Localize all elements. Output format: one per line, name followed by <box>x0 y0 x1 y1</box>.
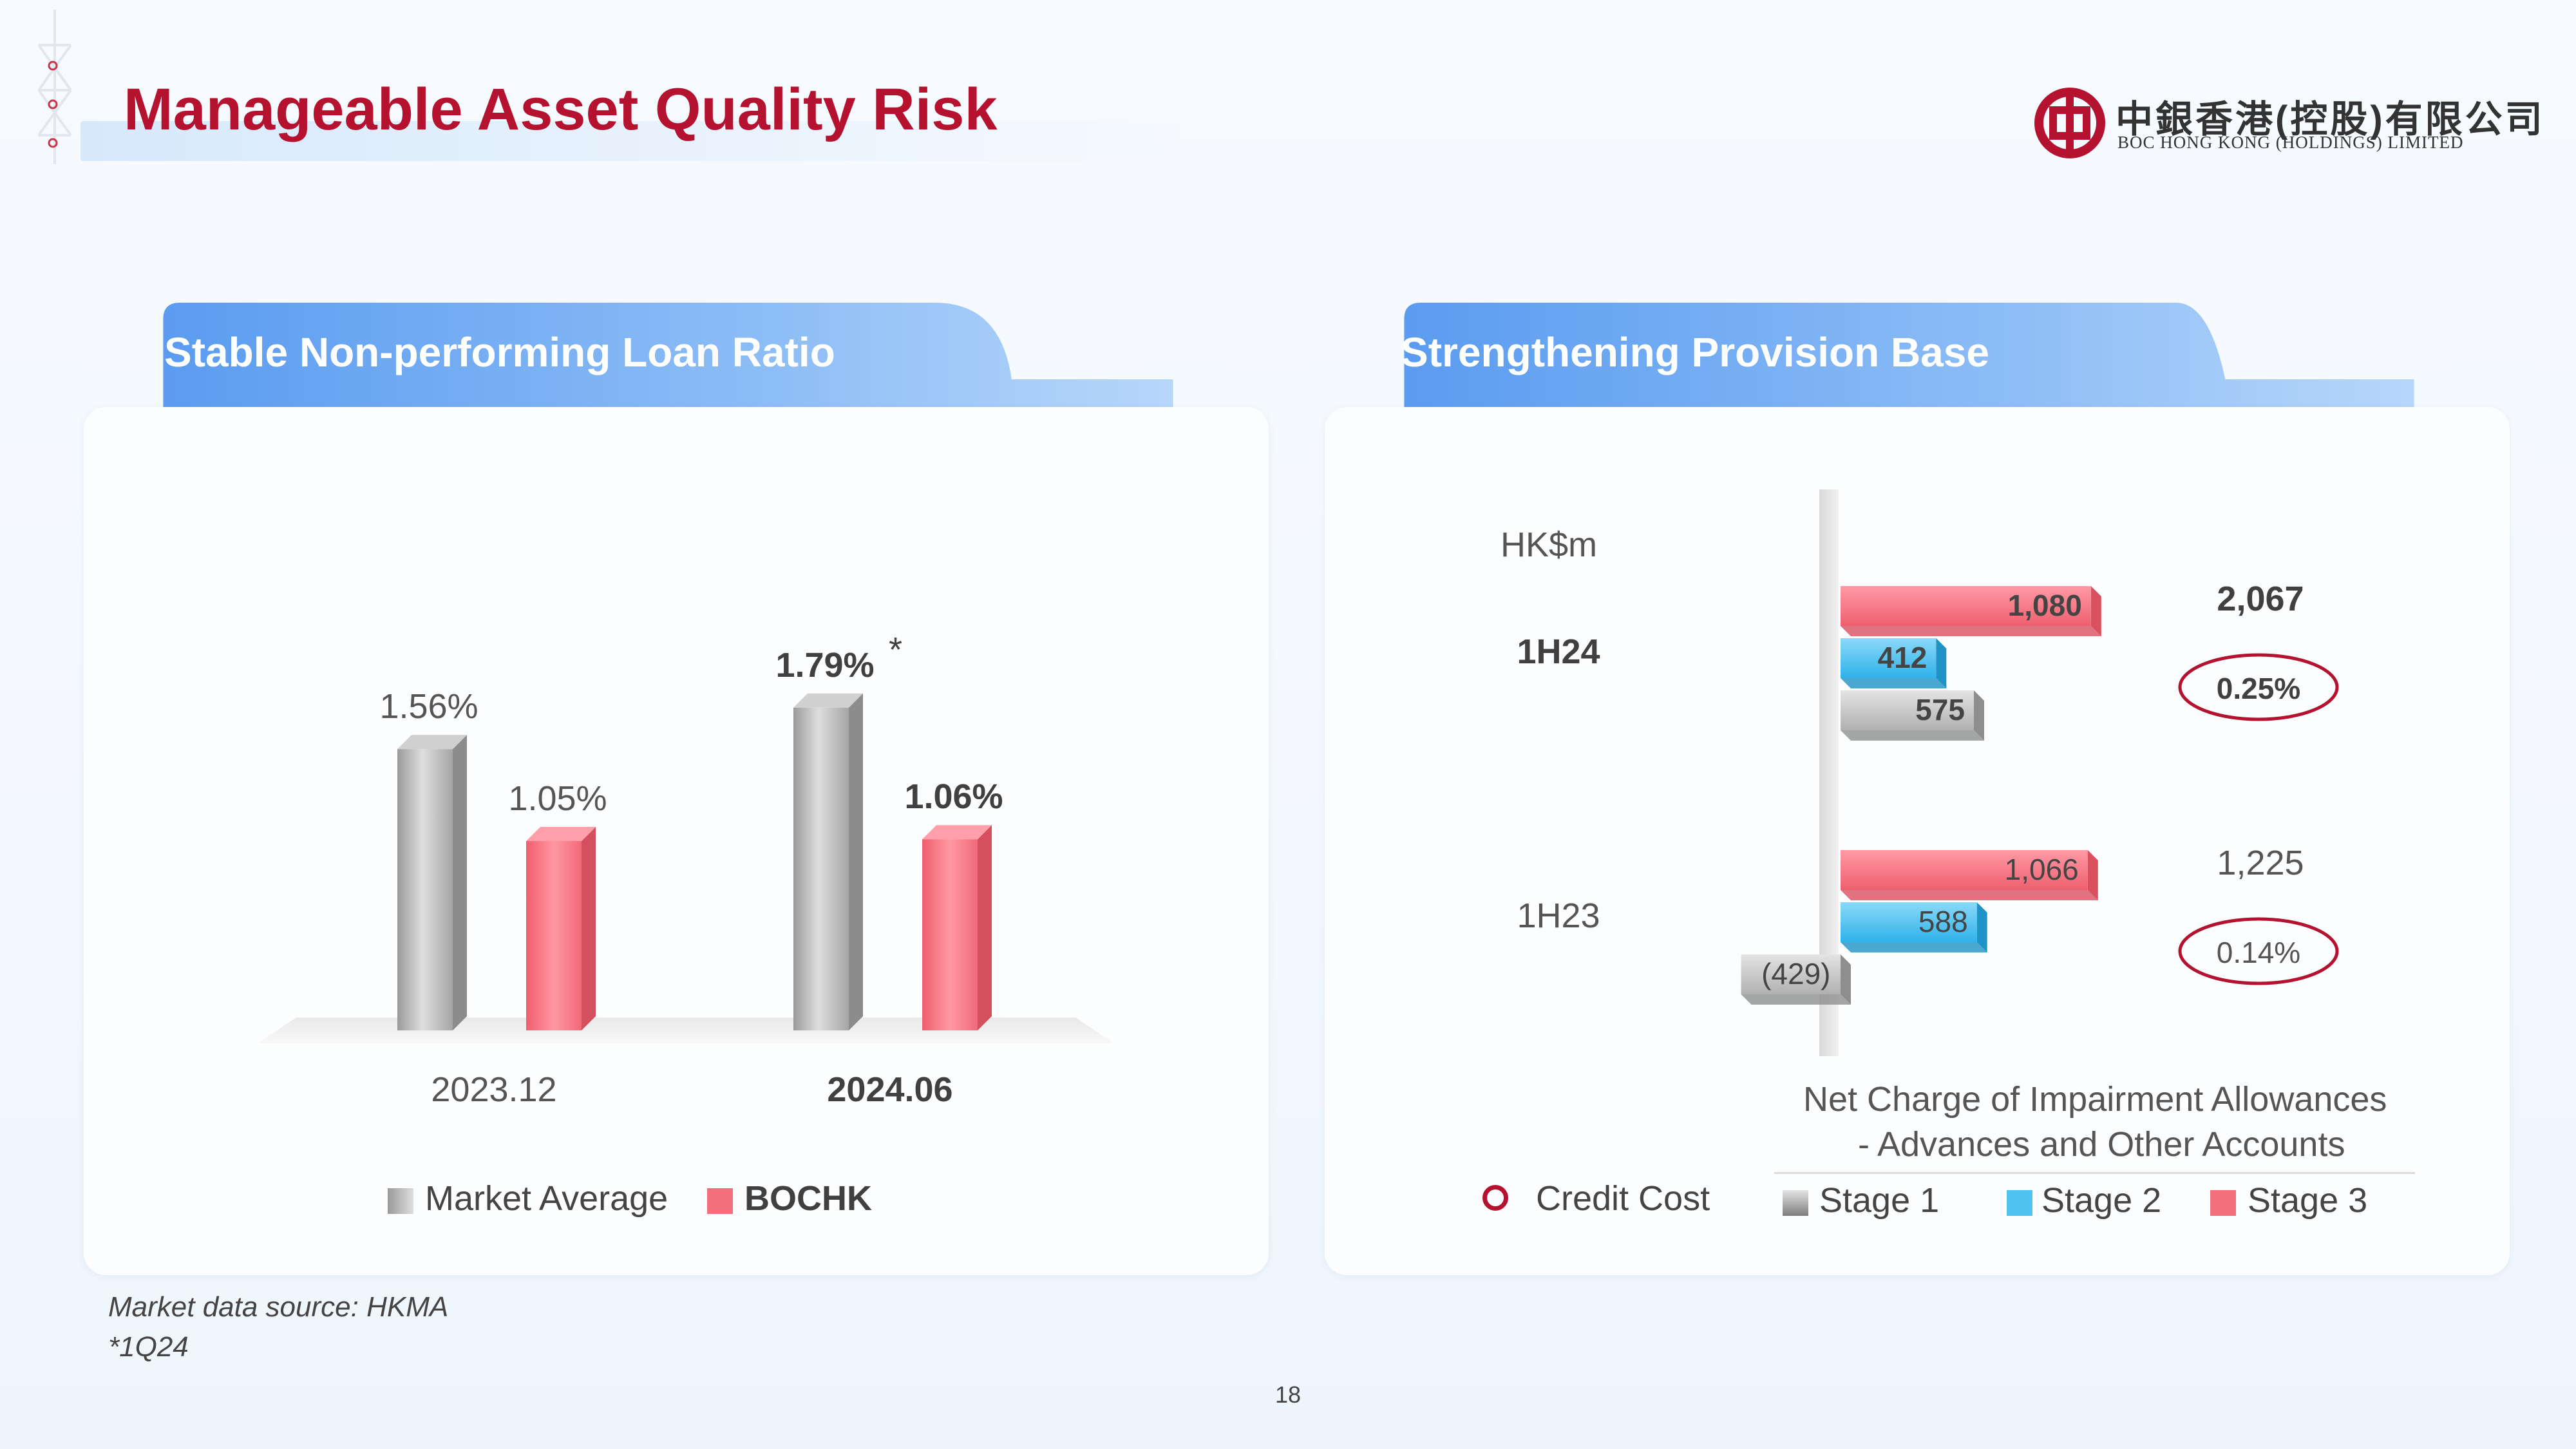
legend-swatch-credit-cost <box>1482 1185 1508 1211</box>
provision-chart: 1,080 412 575 1H24 2,067 0.25% 1,066 588 (429) 1H… <box>1517 489 2339 1056</box>
footnote-source: Market data source: HKMA <box>108 1291 449 1323</box>
bar-stage-3-1H24 <box>1841 586 2101 636</box>
right-panel <box>1325 407 2510 1275</box>
boc-coin-logo-icon <box>2034 88 2105 158</box>
bar-stage-1-1H23 <box>1741 954 1851 1005</box>
bar-stage-1-1H24 <box>1841 690 1984 741</box>
left-panel <box>84 407 1269 1275</box>
data-label: 1.79% <box>775 646 874 685</box>
caption-line2: - Advances and Other Accounts <box>1858 1125 2345 1164</box>
caption-divider <box>1774 1172 2415 1174</box>
bar-stage-3-1H23 <box>1841 850 2098 900</box>
legend-label-bochk: BOCHK <box>744 1179 872 1218</box>
page-title: Manageable Asset Quality Risk <box>124 77 998 142</box>
credit-cost-ring <box>2178 917 2339 985</box>
credit-cost-ring <box>2178 653 2339 721</box>
bar-bochk-2024.06 <box>922 825 992 1030</box>
caption-line1: Net Charge of Impairment Allowances <box>1803 1080 2387 1119</box>
category-label: 2023.12 <box>431 1070 556 1109</box>
page-number: 18 <box>1275 1381 1302 1408</box>
legend-label-credit-cost: Credit Cost <box>1536 1179 1710 1218</box>
left-panel-tab <box>163 303 1173 412</box>
credit-cost-label: 0.25% <box>2217 672 2300 705</box>
data-label: 412 <box>1878 641 1927 674</box>
bar-stage-2-1H24 <box>1841 638 1947 688</box>
legend-label-stage3: Stage 3 <box>2248 1181 2368 1220</box>
annotation-asterisk: * <box>889 630 902 669</box>
legend-label-market-average: Market Average <box>425 1179 668 1218</box>
credit-cost-label: 0.14% <box>2217 936 2300 969</box>
right-panel-heading: Strengthening Provision Base <box>1401 329 1989 375</box>
data-label: 1.06% <box>904 777 1003 816</box>
data-label: 1,066 <box>2005 853 2079 886</box>
data-label: 1,080 <box>2008 589 2082 622</box>
npl-chart: 1.56% 1.05% 2023.12 1.79% * 1.06% 2024.06 <box>258 630 1114 1109</box>
right-panel-tab <box>1404 303 2414 412</box>
legend-label-stage1: Stage 1 <box>1819 1181 1940 1220</box>
legend-swatch-bochk <box>707 1188 733 1214</box>
data-label: 575 <box>1915 693 1965 726</box>
category-label: 1H23 <box>1517 896 1600 935</box>
total-label: 1,225 <box>2217 844 2304 882</box>
legend-swatch-stage3 <box>2210 1190 2236 1216</box>
bar-market-average-2023.12 <box>397 735 467 1030</box>
category-label: 2024.06 <box>827 1070 952 1109</box>
total-label: 2,067 <box>2217 580 2304 618</box>
legend-label-stage2: Stage 2 <box>2041 1181 2162 1220</box>
decorative-tower-icon <box>37 10 72 164</box>
legend-swatch-market-average <box>388 1188 413 1214</box>
data-label: 588 <box>1918 905 1968 938</box>
legend-swatch-stage1 <box>1783 1190 1808 1216</box>
title-underline <box>80 121 1195 161</box>
data-label: 1.05% <box>508 779 607 818</box>
chart-floor <box>258 1018 1114 1043</box>
bar-stage-2-1H23 <box>1841 902 1987 952</box>
category-label: 1H24 <box>1517 632 1600 671</box>
logo-name-en: BOC HONG KONG (HOLDINGS) LIMITED <box>2117 133 2464 152</box>
legend-swatch-stage2 <box>2007 1190 2032 1216</box>
footnote-asterisk: *1Q24 <box>108 1331 189 1363</box>
bar-bochk-2023.12 <box>526 827 596 1030</box>
logo-name-cn: 中銀香港(控股)有限公司 <box>2116 99 2545 140</box>
data-label: (429) <box>1761 957 1830 990</box>
left-panel-heading: Stable Non-performing Loan Ratio <box>164 329 835 375</box>
unit-label: HK$m <box>1501 526 1598 564</box>
bar-market-average-2024.06 <box>793 693 863 1030</box>
data-label: 1.56% <box>379 687 478 726</box>
